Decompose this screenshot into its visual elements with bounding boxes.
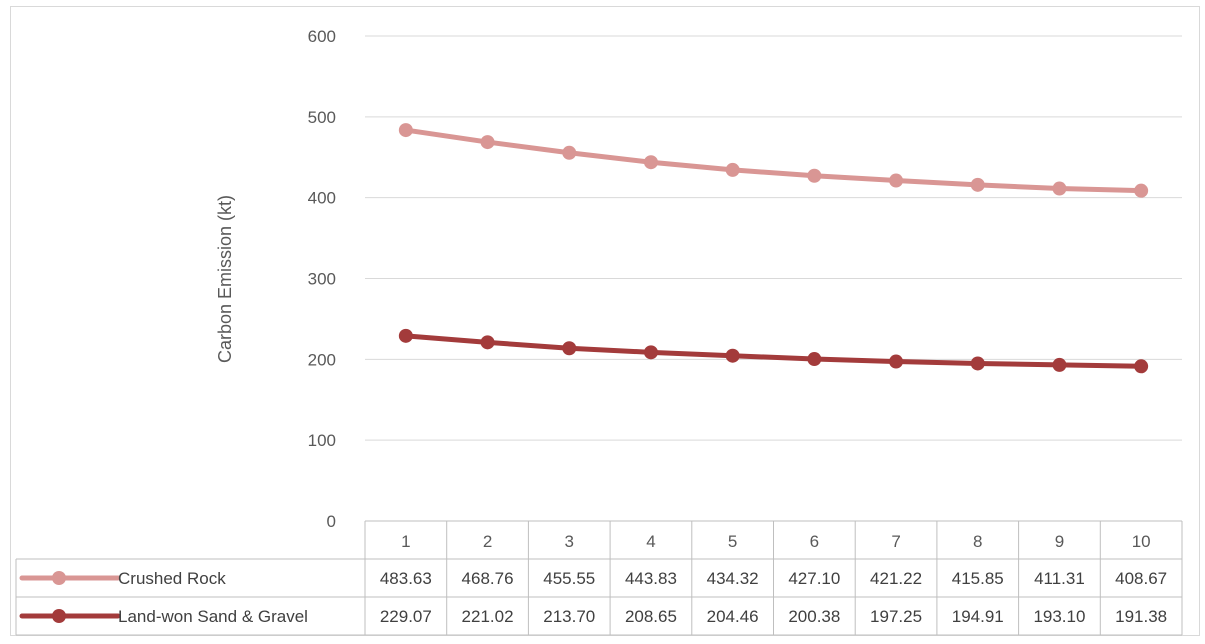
- data-table-value: 191.38: [1115, 607, 1167, 626]
- data-table-value: 427.10: [788, 569, 840, 588]
- x-tick-label: 4: [646, 532, 655, 551]
- x-tick-label: 6: [810, 532, 819, 551]
- data-point: [726, 349, 740, 363]
- x-tick-label: 10: [1132, 532, 1151, 551]
- x-tick-label: 8: [973, 532, 982, 551]
- y-axis-label: Carbon Emission (kt): [215, 195, 235, 363]
- data-table-value: 194.91: [952, 607, 1004, 626]
- y-tick-label: 500: [308, 108, 336, 127]
- series-line: [406, 130, 1141, 191]
- y-tick-label: 300: [308, 270, 336, 289]
- data-point: [889, 174, 903, 188]
- y-tick-label: 600: [308, 27, 336, 46]
- data-table-value: 408.67: [1115, 569, 1167, 588]
- data-table-value: 229.07: [380, 607, 432, 626]
- data-table-value: 434.32: [707, 569, 759, 588]
- data-point: [399, 329, 413, 343]
- data-table-value: 421.22: [870, 569, 922, 588]
- data-point: [644, 345, 658, 359]
- data-point: [1052, 182, 1066, 196]
- data-point: [971, 356, 985, 370]
- data-table-value: 204.46: [707, 607, 759, 626]
- x-tick-label: 1: [401, 532, 410, 551]
- x-tick-label: 3: [565, 532, 574, 551]
- data-table-value: 415.85: [952, 569, 1004, 588]
- y-tick-label: 0: [327, 512, 336, 531]
- data-point: [807, 352, 821, 366]
- series-line: [406, 336, 1141, 366]
- data-point: [889, 355, 903, 369]
- x-tick-label: 7: [891, 532, 900, 551]
- data-point: [644, 155, 658, 169]
- data-point: [481, 335, 495, 349]
- data-point: [1134, 184, 1148, 198]
- data-point: [481, 135, 495, 149]
- data-table-value: 200.38: [788, 607, 840, 626]
- data-table-value: 455.55: [543, 569, 595, 588]
- data-table-value: 483.63: [380, 569, 432, 588]
- x-tick-label: 9: [1055, 532, 1064, 551]
- x-tick-label: 2: [483, 532, 492, 551]
- data-table-value: 197.25: [870, 607, 922, 626]
- data-point: [971, 178, 985, 192]
- data-table-value: 443.83: [625, 569, 677, 588]
- legend-label: Land-won Sand & Gravel: [118, 607, 308, 626]
- legend-key-marker: [52, 609, 66, 623]
- data-point: [399, 123, 413, 137]
- data-point: [807, 169, 821, 183]
- data-point: [562, 146, 576, 160]
- data-point: [1134, 359, 1148, 373]
- data-table-value: 213.70: [543, 607, 595, 626]
- data-table-value: 193.10: [1033, 607, 1085, 626]
- data-table-value: 221.02: [462, 607, 514, 626]
- data-point: [1052, 358, 1066, 372]
- data-table-value: 208.65: [625, 607, 677, 626]
- legend-label: Crushed Rock: [118, 569, 226, 588]
- legend-key-marker: [52, 571, 66, 585]
- data-point: [562, 341, 576, 355]
- data-table-value: 468.76: [462, 569, 514, 588]
- y-tick-label: 100: [308, 431, 336, 450]
- data-point: [726, 163, 740, 177]
- data-table-value: 411.31: [1034, 569, 1085, 588]
- y-tick-label: 200: [308, 350, 336, 369]
- x-tick-label: 5: [728, 532, 737, 551]
- y-tick-label: 400: [308, 189, 336, 208]
